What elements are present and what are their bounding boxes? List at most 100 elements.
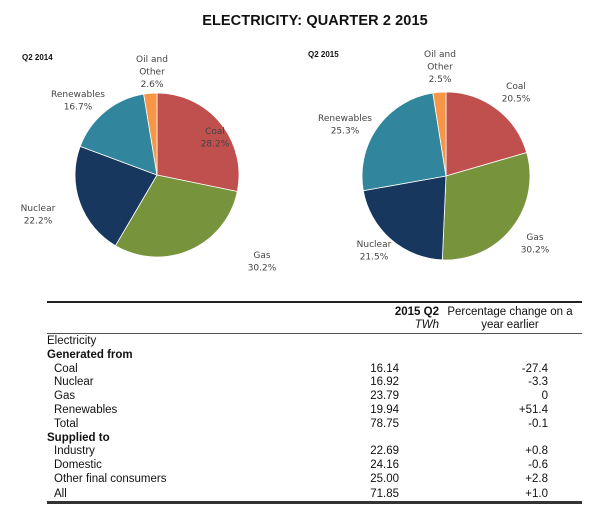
table-row: Renewables 19.94 +51.4 <box>47 404 582 418</box>
slice-label-name: Nuclear <box>21 204 56 214</box>
row-label: All <box>54 487 67 500</box>
table-row: Industry 22.69 +0.8 <box>47 445 582 459</box>
header-col-change-line1: Percentage change on a <box>447 306 573 318</box>
slice-label: Nuclear 22.2% <box>21 204 56 227</box>
table-row: Supplied to <box>47 432 582 446</box>
slice-label-value: 2.6% <box>141 80 164 90</box>
row-label: Total <box>54 417 79 430</box>
slice-label-name: Oil and <box>136 55 168 65</box>
slice-label-value: 20.5% <box>502 95 531 105</box>
table-row: Nuclear 16.92 -3.3 <box>47 376 582 390</box>
pie-slice-gas <box>114 174 238 258</box>
row-value-twh: 24.16 <box>370 459 399 472</box>
table-bottom-rule <box>47 501 582 504</box>
table-row: Coal 16.14 -27.4 <box>47 363 582 377</box>
row-label: Nuclear <box>54 376 94 389</box>
pie-slice-gas <box>441 152 531 261</box>
slice-label-name: Gas <box>526 233 543 243</box>
slice-label: Coal 28.2% <box>201 127 230 150</box>
slice-label-value: 21.5% <box>360 253 389 263</box>
page-title: ELECTRICITY: QUARTER 2 2015 <box>202 13 428 29</box>
header-col-change-line2: year earlier <box>481 319 539 331</box>
slice-label-value: 30.2% <box>521 246 550 256</box>
slice-label: Coal 20.5% <box>502 82 531 105</box>
slice-label-name: Nuclear <box>357 240 392 250</box>
table-top-rule <box>47 301 582 303</box>
row-percent-change: +2.8 <box>525 472 548 485</box>
row-value-twh: 16.92 <box>370 376 399 389</box>
slice-label-name: Renewables <box>318 114 372 124</box>
slice-label-value: 16.7% <box>64 103 93 113</box>
row-label: Electricity <box>47 335 97 347</box>
pie-chart-q2-2014: Coal 28.2% Gas 30.2% Nuclear 22.2% Renewables 1… <box>21 55 277 274</box>
pie-slice-oil-and-other <box>143 92 158 176</box>
slice-label: Gas 30.2% <box>248 251 277 274</box>
pie-chart-q2-2015: Coal 20.5% Gas 30.2% Nuclear 21.5% Renewables 2… <box>318 50 550 263</box>
pie-slice-coal <box>445 91 528 177</box>
table-header-rule <box>47 333 582 334</box>
row-value-twh: 16.14 <box>370 362 399 375</box>
slice-label-name: Coal <box>205 127 225 137</box>
table-row: All 71.85 +1.0 <box>47 488 582 502</box>
chart-title-q2-2014: Q2 2014 <box>22 53 53 62</box>
slice-label-name: Coal <box>506 82 526 92</box>
row-label: Domestic <box>54 459 102 472</box>
slice-label-value: 28.2% <box>201 140 230 150</box>
slice-label-name: Other <box>427 63 453 73</box>
table-body: Electricity Generated from Coal 16.14 -27.4 N… <box>47 335 582 502</box>
table-row: Generated from <box>47 349 582 363</box>
slice-label-name: Gas <box>253 251 270 261</box>
slice-label-value: 25.3% <box>331 127 360 137</box>
table-row: Other final consumers 25.00 +2.8 <box>47 473 582 487</box>
slice-label-value: 22.2% <box>24 217 53 227</box>
pie-slice-nuclear <box>74 145 158 247</box>
row-percent-change: -3.3 <box>528 376 548 389</box>
table-row: Domestic 24.16 -0.6 <box>47 459 582 473</box>
row-label: Supplied to <box>47 431 110 444</box>
slice-label: Nuclear 21.5% <box>357 240 392 263</box>
slice-label-value: 30.2% <box>248 264 277 274</box>
row-value-twh: 78.75 <box>370 417 399 430</box>
slice-label: Oil and Other 2.6% <box>136 55 168 90</box>
pie-slice-nuclear <box>362 175 447 261</box>
row-percent-change: -0.1 <box>528 417 548 430</box>
table-row: Gas 23.79 0 <box>47 390 582 404</box>
row-percent-change: -27.4 <box>521 362 548 375</box>
row-value-twh: 71.85 <box>370 487 399 500</box>
slice-label-name: Other <box>139 68 165 78</box>
row-value-twh: 23.79 <box>370 390 399 403</box>
header-col-value: 2015 Q2 TWh <box>319 306 439 332</box>
header-col-value-title: 2015 Q2 <box>394 306 439 318</box>
row-label: Gas <box>54 390 76 403</box>
row-label: Generated from <box>47 348 133 361</box>
row-value-twh: 19.94 <box>370 403 399 416</box>
table-row: Total 78.75 -0.1 <box>47 418 582 432</box>
row-label: Other final consumers <box>54 472 167 485</box>
row-value-twh: 22.69 <box>370 445 399 458</box>
row-label: Renewables <box>54 403 118 416</box>
row-percent-change: +51.4 <box>518 403 548 416</box>
row-value-twh: 25.00 <box>370 472 399 485</box>
header-col-change: Percentage change on a year earlier <box>435 306 585 332</box>
slice-label-name: Renewables <box>51 90 105 100</box>
slice-label: Renewables 25.3% <box>318 114 372 137</box>
slice-label: Renewables 16.7% <box>51 90 105 113</box>
row-percent-change: +1.0 <box>525 487 548 500</box>
pie-slice-oil-and-other <box>432 91 447 177</box>
pie-slice-coal <box>156 92 240 192</box>
slice-label-name: Oil and <box>424 50 456 60</box>
row-label: Coal <box>54 362 78 375</box>
chart-title-q2-2015: Q2 2015 <box>308 50 339 59</box>
pie-slice-renewables <box>79 93 158 176</box>
row-percent-change: 0 <box>541 390 548 403</box>
slice-label-value: 2.5% <box>429 75 452 85</box>
slice-label: Gas 30.2% <box>521 233 550 256</box>
header-col-value-unit: TWh <box>414 319 439 331</box>
slice-label: Oil and Other 2.5% <box>424 50 456 85</box>
row-percent-change: +0.8 <box>525 445 548 458</box>
row-label: Industry <box>54 445 95 458</box>
row-percent-change: -0.6 <box>528 459 548 472</box>
table-row: Electricity <box>47 335 582 349</box>
pie-slice-renewables <box>361 92 447 192</box>
pie-charts: Coal 28.2% Gas 30.2% Nuclear 22.2% Renewables 1… <box>21 50 550 274</box>
